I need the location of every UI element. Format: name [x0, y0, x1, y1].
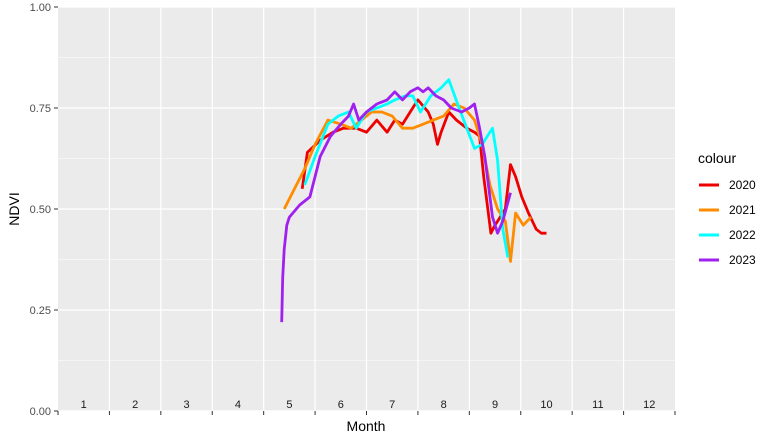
month-label: 4 — [235, 399, 241, 411]
y-tick-label: 0.75 — [30, 103, 51, 115]
x-axis-title: Month — [347, 418, 386, 434]
series-line-2022 — [303, 78, 510, 258]
y-tick-label: 0.00 — [30, 406, 51, 418]
month-label: 7 — [389, 399, 395, 411]
month-label: 8 — [441, 399, 447, 411]
legend-label-2020: 2020 — [729, 178, 756, 192]
legend-label-2022: 2022 — [729, 228, 756, 242]
month-labels: 1 2 3 4 5 6 7 8 9 10 11 12 — [81, 399, 656, 411]
month-label: 11 — [592, 399, 603, 411]
legend-label-2021: 2021 — [729, 203, 756, 217]
month-label: 2 — [132, 399, 138, 411]
month-label: 6 — [338, 399, 344, 411]
y-tick-label: 1.00 — [30, 2, 51, 14]
y-tick-label: 0.50 — [30, 204, 51, 216]
series-line-2020 — [300, 98, 547, 235]
month-label: 9 — [492, 399, 498, 411]
y-axis-title: NDVI — [6, 192, 22, 225]
legend: colour 2020 2021 2022 2023 — [698, 150, 756, 267]
month-label: 5 — [286, 399, 292, 411]
month-label: 3 — [183, 399, 189, 411]
y-tick-label: 0.25 — [30, 305, 51, 317]
month-label: 12 — [643, 399, 655, 411]
x-axis — [57, 411, 676, 415]
legend-title: colour — [698, 150, 736, 166]
y-axis: 0.00 0.25 0.50 0.75 1.00 — [30, 2, 58, 418]
legend-label-2023: 2023 — [729, 253, 756, 267]
month-label: 1 — [81, 399, 87, 411]
series-lines — [280, 78, 547, 323]
series-line-2023 — [280, 86, 512, 323]
month-label: 10 — [540, 399, 552, 411]
